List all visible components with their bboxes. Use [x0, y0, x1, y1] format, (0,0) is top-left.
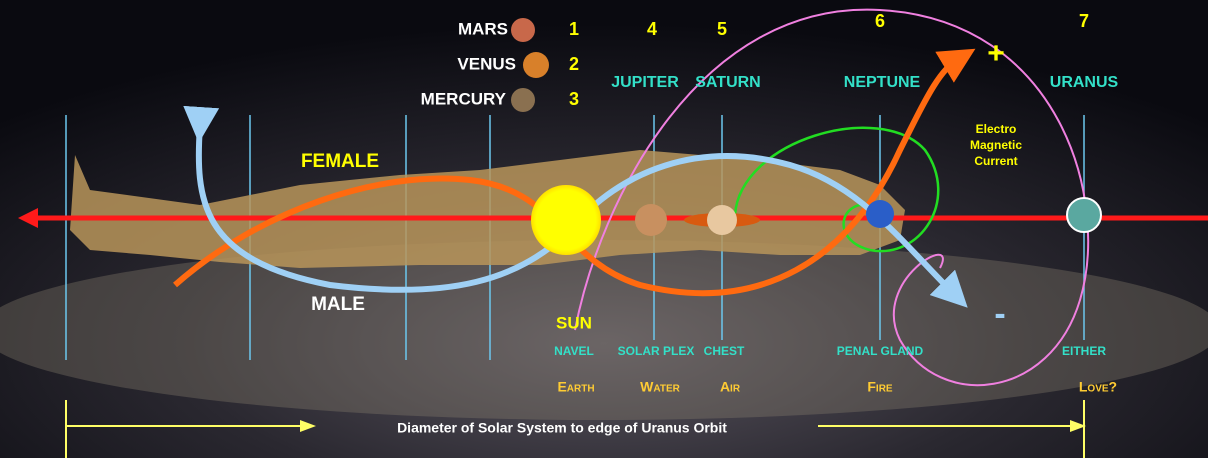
- element-label: Fire: [867, 379, 893, 395]
- plus-sign: +: [987, 37, 1005, 70]
- sun-label: SUN: [556, 313, 592, 332]
- planet-name: MERCURY: [421, 89, 507, 108]
- planet-number: 1: [569, 19, 579, 39]
- footer-label: Diameter of Solar System to edge of Uran…: [397, 420, 727, 436]
- current-label: Magnetic: [970, 138, 1022, 152]
- chakra-label: PENAL GLAND: [837, 344, 924, 358]
- planet-number: 6: [875, 11, 885, 31]
- jupiter: [635, 204, 667, 236]
- chakra-label: NAVEL: [554, 344, 594, 358]
- uranus: [1067, 198, 1101, 232]
- element-label: Air: [720, 379, 741, 395]
- female-label: FEMALE: [301, 151, 379, 172]
- planet-name: NEPTUNE: [844, 74, 921, 91]
- planet-number: 7: [1079, 11, 1089, 31]
- planet-name: JUPITER: [611, 74, 679, 91]
- planet-number: 5: [717, 19, 727, 39]
- sun: [531, 185, 601, 255]
- minus-sign: -: [994, 295, 1005, 333]
- element-label: Earth: [557, 379, 594, 395]
- chakra-label: EITHER: [1062, 344, 1106, 358]
- planet-name: URANUS: [1050, 74, 1119, 91]
- current-label: Current: [974, 154, 1017, 168]
- male-label: MALE: [311, 294, 365, 315]
- neptune: [866, 200, 894, 228]
- current-label: Electro: [976, 122, 1017, 136]
- chakra-label: SOLAR PLEX: [618, 344, 695, 358]
- planet-name: SATURN: [695, 74, 760, 91]
- element-label: Water: [640, 379, 680, 395]
- mercury: [511, 88, 535, 112]
- diagram: MARS VENUS MERCURY 1 2 3 4 5 6 7 JUPITER…: [0, 0, 1208, 458]
- saturn: [707, 205, 737, 235]
- venus: [523, 52, 549, 78]
- mars: [511, 18, 535, 42]
- planet-number: 3: [569, 89, 579, 109]
- planet-number: 2: [569, 54, 579, 74]
- element-label: Love?: [1079, 379, 1117, 395]
- planet-name: MARS: [458, 19, 508, 38]
- planet-name: VENUS: [457, 54, 516, 73]
- chakra-label: CHEST: [704, 344, 745, 358]
- planet-number: 4: [647, 19, 657, 39]
